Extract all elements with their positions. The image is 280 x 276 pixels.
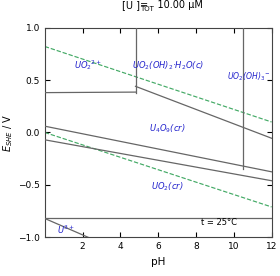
X-axis label: pH: pH [151, 257, 165, 267]
Text: UO$_2$$^{2+}$: UO$_2$$^{2+}$ [74, 59, 102, 72]
Text: =   10.00 μM: = 10.00 μM [140, 1, 203, 10]
Text: U$_4$O$_9$(cr): U$_4$O$_9$(cr) [149, 122, 186, 134]
Text: t = 25°C: t = 25°C [201, 218, 237, 227]
Y-axis label: $E_{SHE}$ / V: $E_{SHE}$ / V [1, 113, 15, 152]
Text: TOT: TOT [140, 6, 154, 12]
Text: UO$_2$(OH)$_2$·H$_2$O(c): UO$_2$(OH)$_2$·H$_2$O(c) [132, 59, 204, 71]
Text: U$^{3+}$: U$^{3+}$ [57, 224, 74, 236]
Text: UO$_2$(OH)$_3$$^-$: UO$_2$(OH)$_3$$^-$ [227, 71, 271, 83]
Text: UO$_2$(cr): UO$_2$(cr) [151, 181, 184, 193]
Text: [U ]: [U ] [122, 0, 140, 10]
